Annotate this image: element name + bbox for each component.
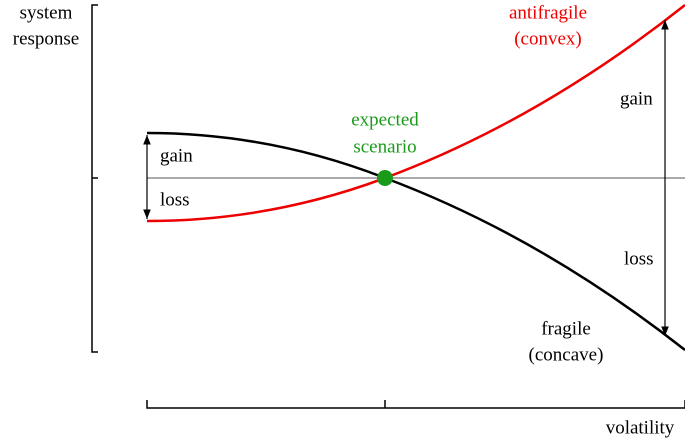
loss-label: loss: [624, 248, 654, 269]
center-label: expected: [351, 109, 419, 130]
concave-curve: [146, 131, 685, 351]
y-axis-label: system: [20, 2, 73, 23]
expected-point: [377, 170, 393, 186]
loss-label: loss: [160, 189, 190, 210]
x-axis: [146, 400, 685, 409]
concave-label: (concave): [529, 344, 604, 365]
convex-curve: [146, 4, 685, 223]
concave-label: fragile: [541, 318, 591, 339]
convex-label: (convex): [514, 28, 582, 49]
gain-label: gain: [620, 88, 653, 109]
convex-label: antifragile: [509, 2, 587, 23]
y-axis: [91, 4, 98, 353]
x-axis-label: volatility: [606, 417, 675, 438]
gain-label: gain: [160, 145, 193, 166]
y-axis-label: response: [13, 28, 79, 49]
center-label: scenario: [353, 136, 416, 157]
